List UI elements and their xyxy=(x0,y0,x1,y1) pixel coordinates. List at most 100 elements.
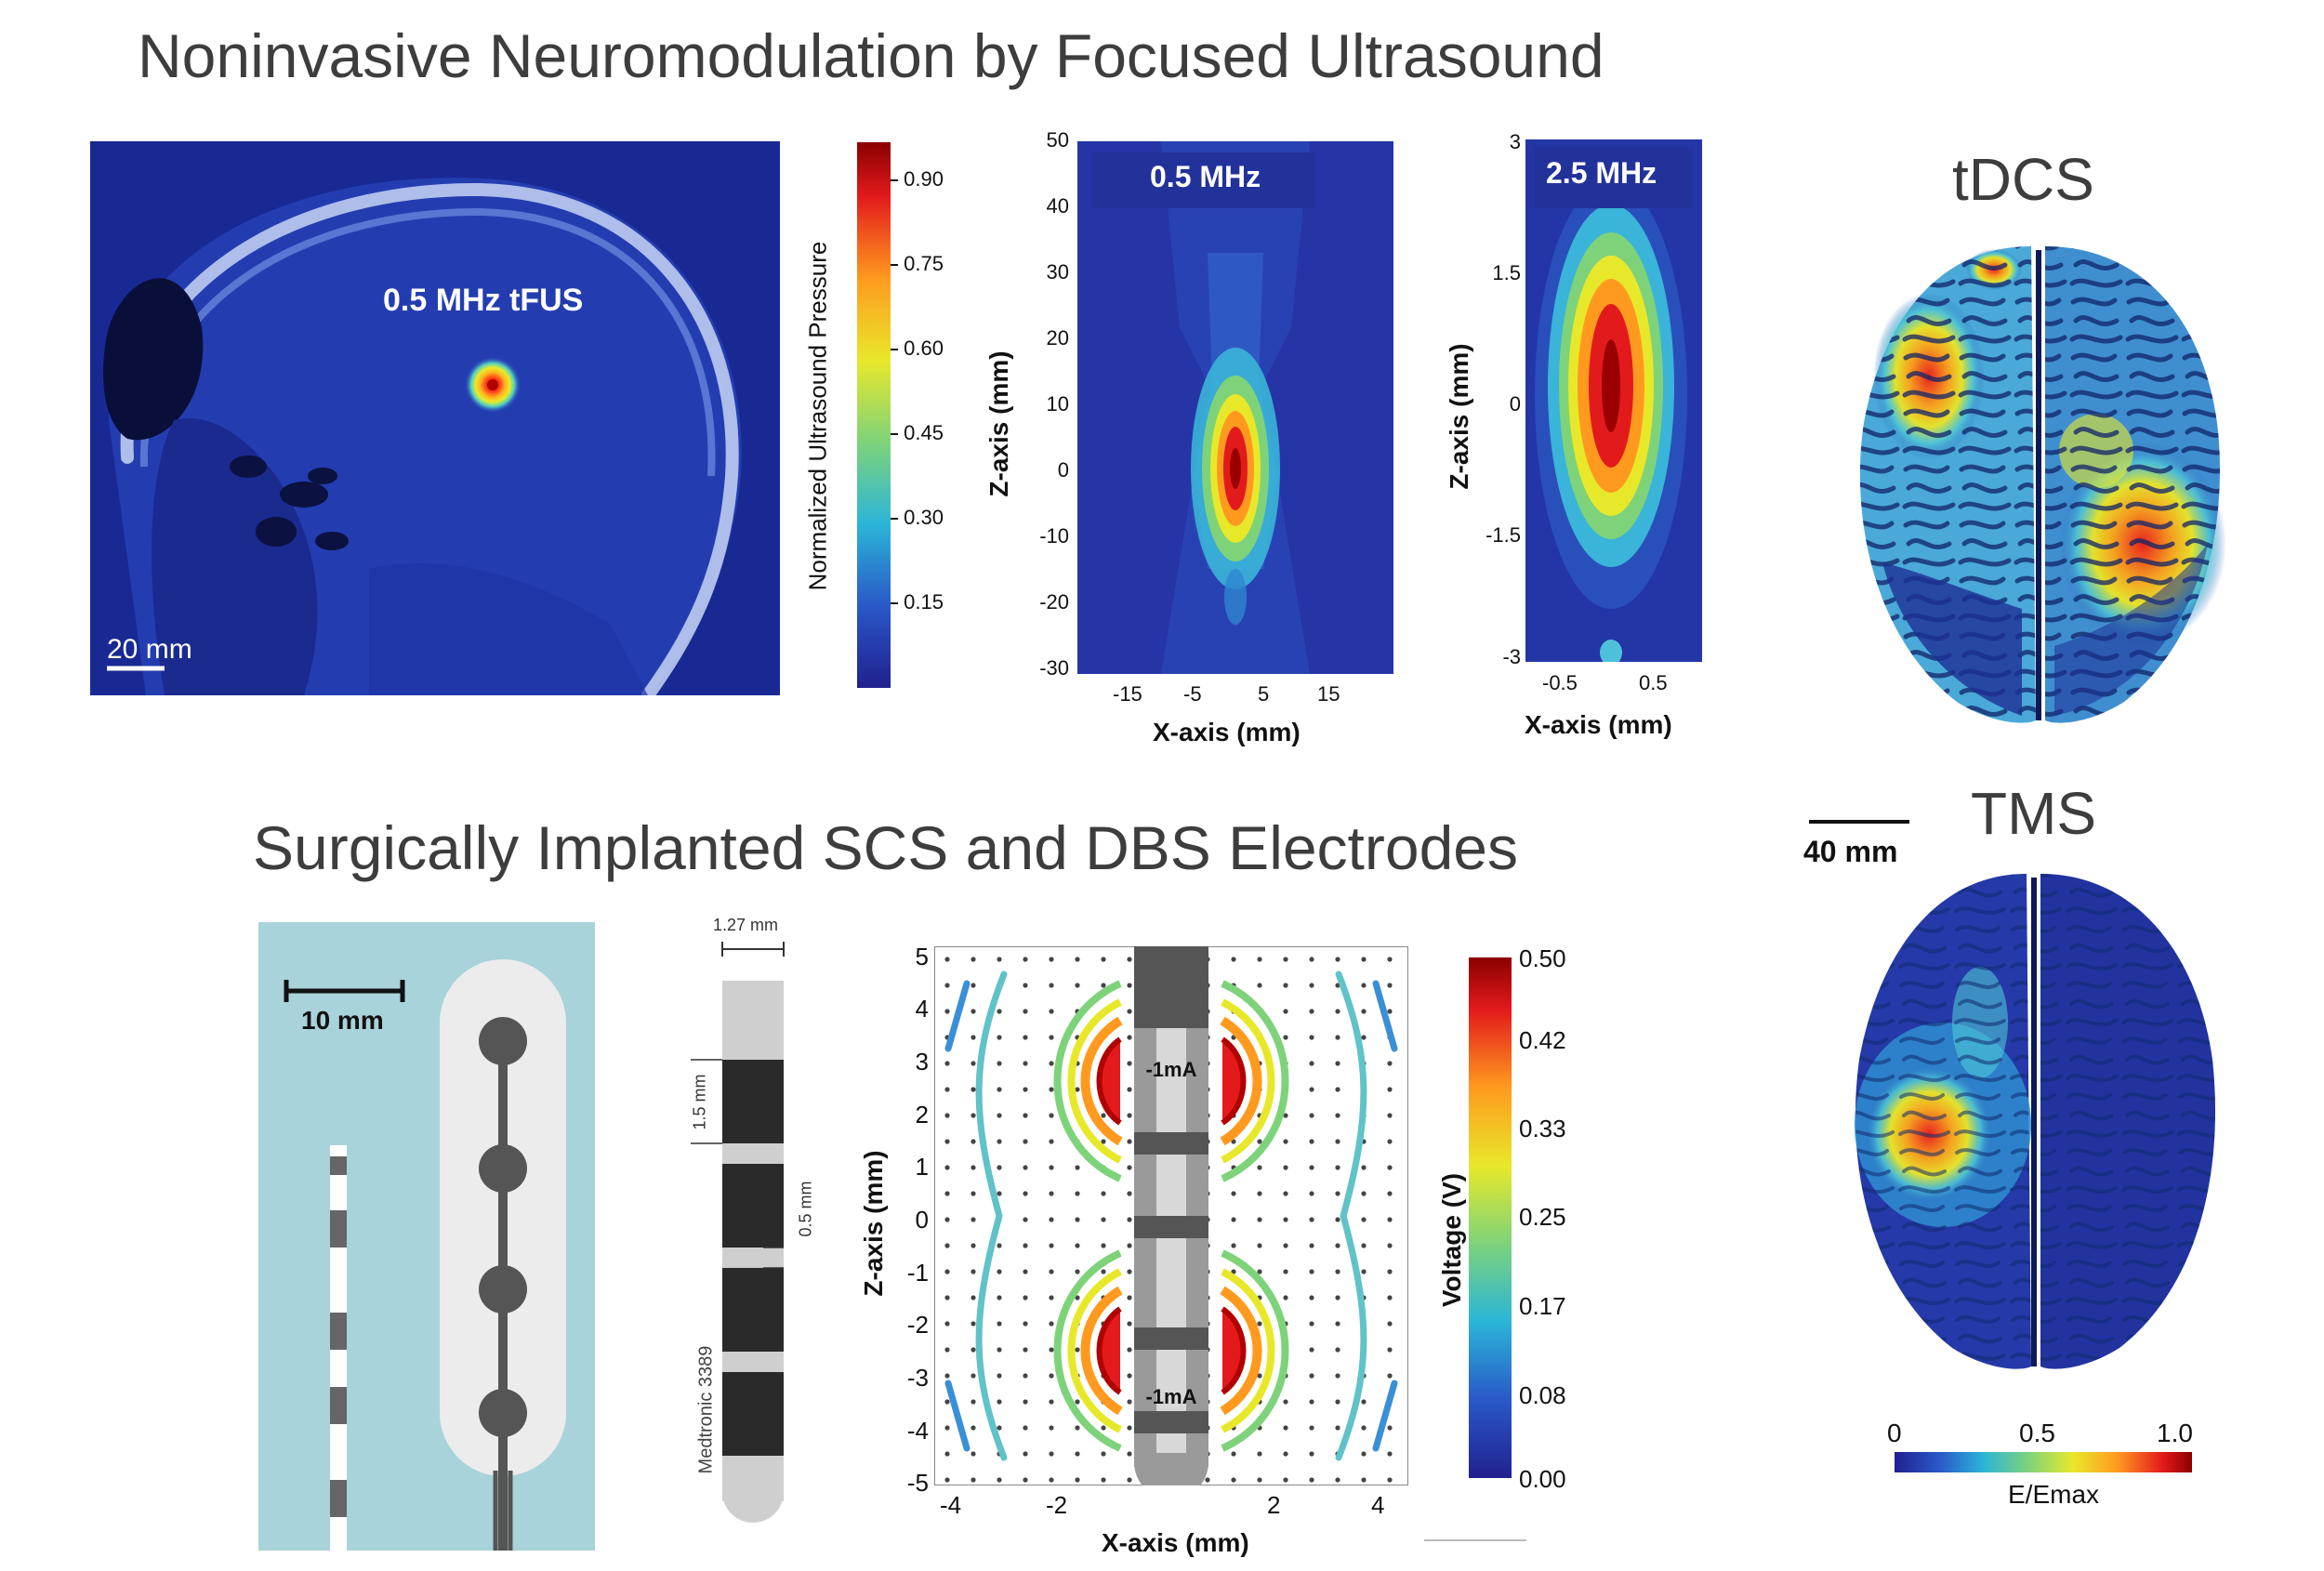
pressure-colorbar xyxy=(857,142,891,688)
divider-line xyxy=(1424,1539,1526,1541)
map-05-x-tick: -15 xyxy=(1113,682,1142,706)
voltage-y-tick: 5 xyxy=(915,943,929,970)
tms-brain-graphic xyxy=(1855,874,2216,1369)
voltage-y-tick: -3 xyxy=(906,1364,929,1392)
map-25-y-ticks: 3 1.5 0 -1.5 -3 xyxy=(1478,128,1521,668)
map-05-x-tick: 5 xyxy=(1258,682,1270,706)
emax-label: E/Emax xyxy=(2008,1480,2100,1509)
map-25-x-tick: 0.5 xyxy=(1639,671,1668,694)
map-05-y-ticks: 50 40 30 20 10 0 -10 -20 -30 xyxy=(1013,126,1069,684)
map-25-y-tick: 1.5 xyxy=(1492,261,1521,284)
map-25-y-label: Z-axis (mm) xyxy=(1445,343,1473,490)
voltage-colorbar-tick: 0.50 xyxy=(1519,944,1566,972)
tfus-scale-label: 20 mm xyxy=(107,634,192,665)
pressure-colorbar-label: Normalized Ultrasound Pressure xyxy=(803,241,832,591)
dbs-gap-label: 0.5 mm xyxy=(796,1181,815,1237)
voltage-colorbar-tick: 0.33 xyxy=(1519,1115,1566,1142)
tdcs-brain xyxy=(1845,237,2236,730)
map-05-y-tick: 10 xyxy=(1046,392,1069,416)
bottom-heading: Surgically Implanted SCS and DBS Electro… xyxy=(253,813,1518,882)
map-25-x-ticks: -0.5 0.5 xyxy=(1525,671,1702,699)
map-25-x-tick: -0.5 xyxy=(1542,671,1578,694)
map-25-y-tick: -3 xyxy=(1502,645,1521,668)
voltage-plot: -1mA -1mA xyxy=(934,946,1408,1499)
emax-tick: 1.0 xyxy=(2157,1419,2193,1447)
tdcs-brain-graphic xyxy=(1859,246,2226,723)
tms-title: TMS xyxy=(1971,780,2097,847)
voltage-y-ticks: 5 4 3 2 1 0 -1 -2 -3 -4 -5 xyxy=(888,943,929,1500)
map-25-y-tick: 0 xyxy=(1509,392,1521,416)
tms-scale-bar xyxy=(1809,820,1909,824)
voltage-y-tick: 4 xyxy=(915,995,929,1023)
map-05-y-tick: 30 xyxy=(1046,260,1069,284)
tms-scale-label: 40 mm xyxy=(1803,835,1898,868)
voltage-colorbar-tick: 0.25 xyxy=(1519,1203,1566,1231)
map-25-label: 2.5 MHz xyxy=(1546,156,1657,190)
emax-tick: 0 xyxy=(1887,1419,1902,1447)
emax-tick: 0.5 xyxy=(2019,1419,2055,1447)
voltage-colorbar-tick: 0.17 xyxy=(1519,1292,1566,1320)
scs-panel: 10 mm xyxy=(258,922,595,1551)
voltage-x-tick: 4 xyxy=(1371,1491,1385,1519)
pressure-tick: 0.75 xyxy=(891,252,944,276)
top-heading: Noninvasive Neuromodulation by Focused U… xyxy=(138,21,1604,90)
map-05-y-tick: -30 xyxy=(1039,656,1069,680)
pressure-tick: 0.45 xyxy=(891,421,944,445)
map-05-plot: 0.5 MHz xyxy=(1077,141,1393,674)
voltage-colorbar-tick: 0.08 xyxy=(1519,1381,1566,1409)
map-05-x-label: X-axis (mm) xyxy=(1153,718,1301,746)
tfus-skull-graphic xyxy=(90,141,780,702)
map-05-graphic xyxy=(1077,141,1393,674)
map-25-x-label: X-axis (mm) xyxy=(1525,710,1672,739)
dbs-lead: 1.27 mm 1.5 mm 0.5 mm Medtronic 3389 xyxy=(683,916,815,1529)
current-label-bottom: -1mA xyxy=(1145,1385,1197,1408)
map-05-y-tick: -10 xyxy=(1039,524,1069,548)
pressure-tick: 0.60 xyxy=(891,337,944,361)
tfus-label: 0.5 MHz tFUS xyxy=(383,283,584,318)
map-05-y-tick: -20 xyxy=(1039,590,1069,614)
tfus-skull-image: 0.5 MHz tFUS 20 mm xyxy=(90,141,780,702)
dbs-model-label: Medtronic 3389 xyxy=(695,1345,717,1474)
map-05-y-tick: 0 xyxy=(1057,458,1069,482)
voltage-x-tick: -2 xyxy=(1046,1491,1068,1519)
map-25-graphic xyxy=(1525,139,1702,666)
pressure-tick: 0.30 xyxy=(891,506,944,530)
emax-colorbar xyxy=(1895,1452,2192,1472)
voltage-colorbar-ticks: 0.50 0.42 0.33 0.25 0.17 0.08 0.00 xyxy=(1513,944,1588,1502)
map-05-y-tick: 20 xyxy=(1046,326,1069,350)
voltage-y-tick: 3 xyxy=(915,1048,929,1076)
voltage-x-label: X-axis (mm) xyxy=(1102,1528,1249,1557)
current-label-top: -1mA xyxy=(1145,1058,1197,1081)
map-05-x-ticks: -15 -5 5 15 xyxy=(1077,682,1393,710)
map-05-y-tick: 50 xyxy=(1046,128,1069,152)
voltage-x-ticks: -4 -2 2 4 xyxy=(934,1491,1408,1521)
map-05-label: 0.5 MHz xyxy=(1150,160,1261,193)
voltage-y-tick: 1 xyxy=(915,1153,929,1181)
dbs-width-label: 1.27 mm xyxy=(713,916,779,934)
voltage-y-label: Z-axis (mm) xyxy=(859,1150,888,1297)
pressure-colorbar-ticks: 0.90 0.75 0.60 0.45 0.30 0.15 xyxy=(891,167,965,651)
pressure-tick: 0.90 xyxy=(891,167,944,191)
map-25-y-tick: 3 xyxy=(1509,130,1521,153)
map-25-plot: 2.5 MHz xyxy=(1525,139,1702,666)
voltage-y-tick: -4 xyxy=(906,1417,929,1445)
tdcs-title: tDCS xyxy=(1952,146,2094,213)
map-05-y-tick: 40 xyxy=(1046,194,1069,218)
scs-scale-label: 10 mm xyxy=(301,1006,384,1035)
voltage-plot-graphic xyxy=(934,946,1408,1499)
voltage-x-tick: -4 xyxy=(940,1491,962,1519)
voltage-y-tick: 2 xyxy=(915,1101,929,1129)
voltage-x-tick: 2 xyxy=(1267,1491,1281,1519)
map-05-x-tick: 15 xyxy=(1317,682,1340,706)
map-25-y-tick: -1.5 xyxy=(1486,523,1521,547)
voltage-colorbar xyxy=(1469,957,1512,1478)
voltage-y-tick: -5 xyxy=(906,1469,929,1497)
pressure-tick: 0.15 xyxy=(891,590,944,614)
voltage-colorbar-tick: 0.00 xyxy=(1519,1465,1566,1493)
map-05-x-tick: -5 xyxy=(1183,682,1202,706)
dbs-lead-graphic xyxy=(691,942,785,1523)
scs-graphic xyxy=(284,959,566,1551)
voltage-colorbar-label: Voltage (V) xyxy=(1437,1172,1466,1308)
tms-brain xyxy=(1841,865,2231,1376)
voltage-y-tick: -1 xyxy=(906,1259,929,1287)
